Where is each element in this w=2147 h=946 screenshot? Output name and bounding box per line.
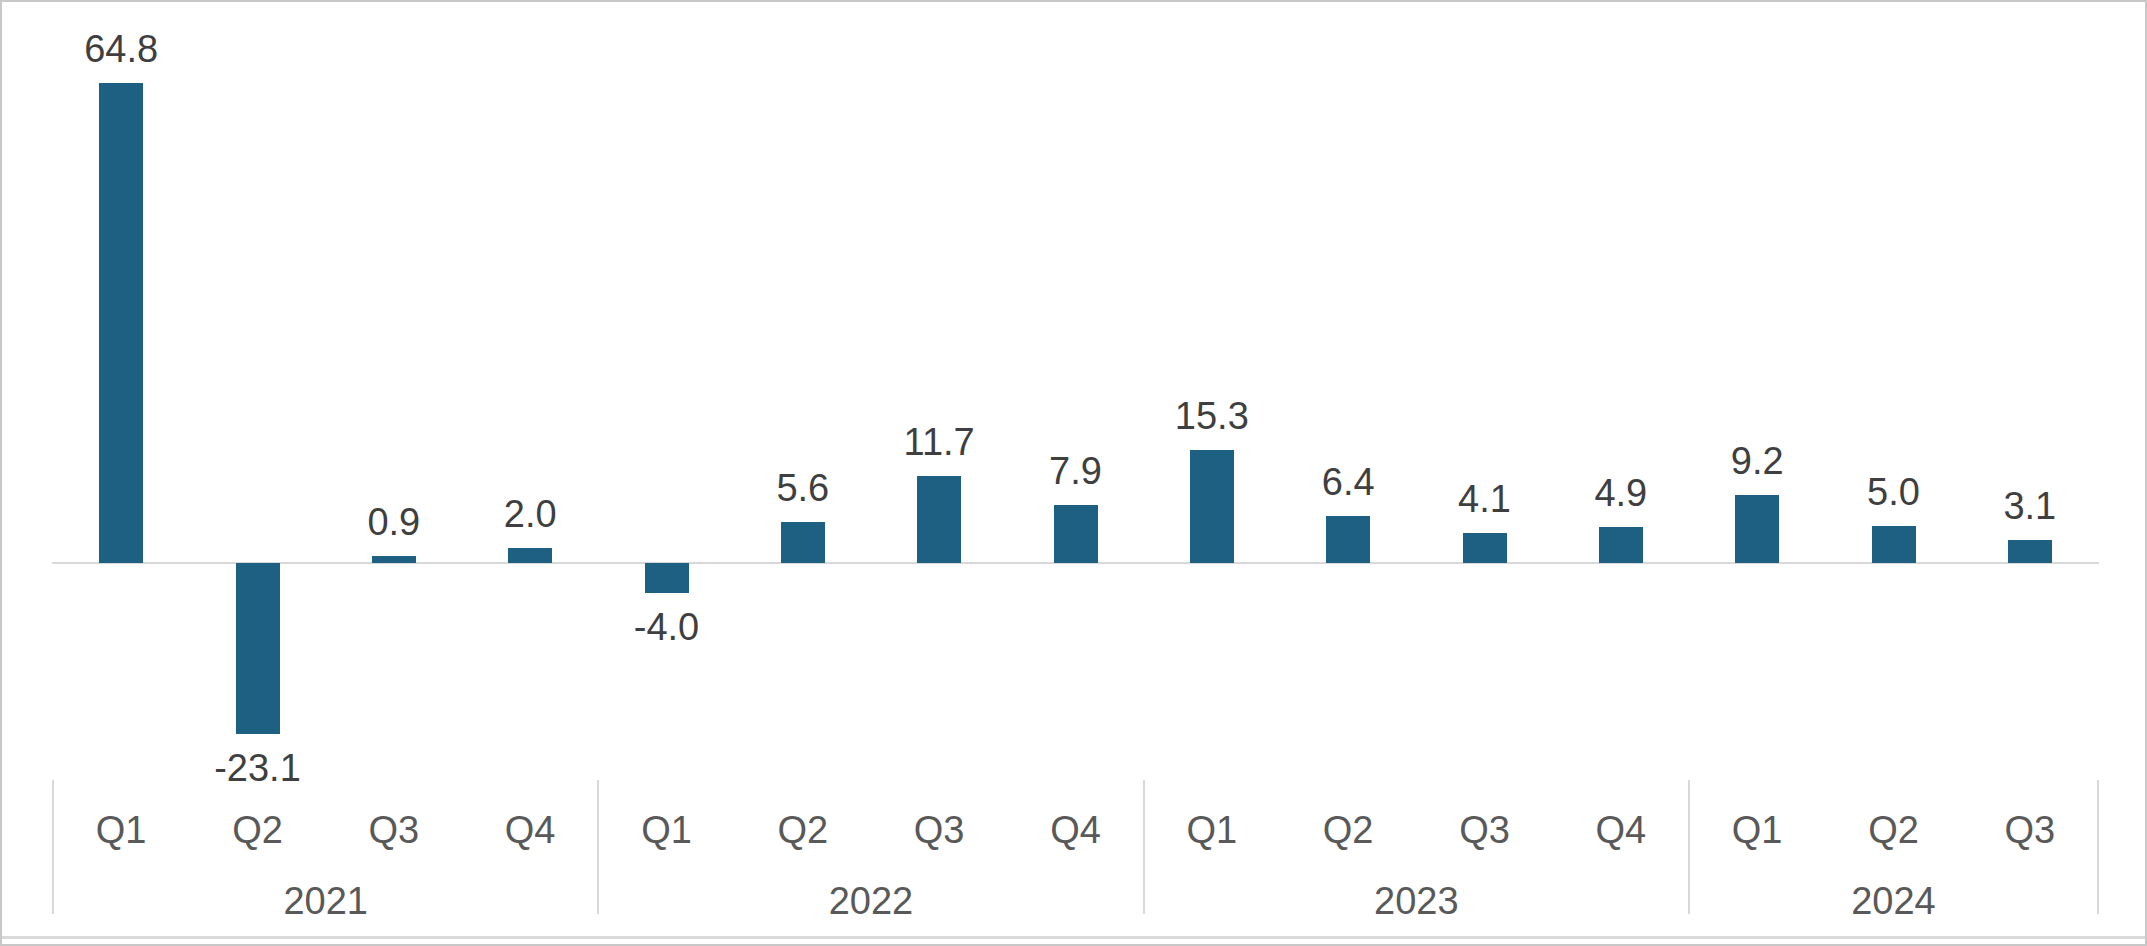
data-label: 9.2 (1689, 439, 1825, 483)
data-label: 0.9 (326, 500, 462, 544)
axis-bottom-rule (2, 936, 2145, 939)
data-label: 15.3 (1144, 394, 1280, 438)
bar-q3-2024 (2008, 540, 2052, 563)
x-axis-quarter-label: Q3 (871, 803, 1007, 857)
x-axis-quarter-label: Q4 (1007, 803, 1143, 857)
bar-q3-2023 (1463, 533, 1507, 563)
data-label: 11.7 (871, 420, 1007, 464)
x-axis-quarter-label: Q4 (1553, 803, 1689, 857)
data-label: 5.0 (1825, 470, 1961, 514)
data-label: -4.0 (598, 605, 734, 649)
bar-chart: 64.8 -23.1 0.92.0 -4.0 5.611.77.915.36.44.14… (0, 0, 2147, 946)
data-label: 7.9 (1007, 449, 1143, 493)
bar-q3-2022 (917, 476, 961, 563)
data-label: 3.1 (1962, 484, 2098, 528)
data-label: 6.4 (1280, 460, 1416, 504)
x-axis-quarter-label: Q4 (462, 803, 598, 857)
bar-q1-2024 (1735, 495, 1779, 563)
x-axis-year-label: 2023 (1144, 874, 1689, 928)
bar-q4-2021 (508, 548, 552, 563)
x-axis-quarter-label: Q1 (1144, 803, 1280, 857)
year-group-separator (597, 780, 599, 914)
x-axis-quarter-label: Q1 (598, 803, 734, 857)
bar-q2-2022 (781, 522, 825, 563)
x-axis-quarter-label: Q3 (1962, 803, 2098, 857)
bar-q1-2021 (99, 83, 143, 563)
data-label: 5.6 (735, 466, 871, 510)
x-axis-quarter-label: Q3 (326, 803, 462, 857)
year-group-separator (1143, 780, 1145, 914)
x-axis-year-label: 2022 (598, 874, 1143, 928)
x-axis-quarter-label: Q1 (53, 803, 189, 857)
data-label: 4.1 (1416, 477, 1552, 521)
bar-q4-2022 (1054, 505, 1098, 563)
x-axis-quarter-label: Q2 (1825, 803, 1961, 857)
data-label: 4.9 (1553, 471, 1689, 515)
x-axis-quarter-label: Q1 (1689, 803, 1825, 857)
x-axis-quarter-label: Q3 (1416, 803, 1552, 857)
x-axis-quarter-label: Q2 (735, 803, 871, 857)
data-label: 64.8 (53, 27, 189, 71)
bar-q2-2023 (1326, 516, 1370, 563)
year-group-separator (1688, 780, 1690, 914)
data-label: 2.0 (462, 492, 598, 536)
bar-q2-2021 (236, 563, 280, 734)
data-label: -23.1 (189, 746, 325, 790)
year-group-separator (2097, 780, 2099, 914)
bar-q1-2023 (1190, 450, 1234, 563)
bar-q1-2022 (645, 563, 689, 593)
year-group-separator (52, 780, 54, 914)
x-axis-year-label: 2021 (53, 874, 598, 928)
bar-q2-2024 (1872, 526, 1916, 563)
bar-q3-2021 (372, 556, 416, 563)
x-axis-quarter-label: Q2 (1280, 803, 1416, 857)
x-axis-year-label: 2024 (1689, 874, 2098, 928)
x-axis-quarter-label: Q2 (189, 803, 325, 857)
bar-q4-2023 (1599, 527, 1643, 563)
